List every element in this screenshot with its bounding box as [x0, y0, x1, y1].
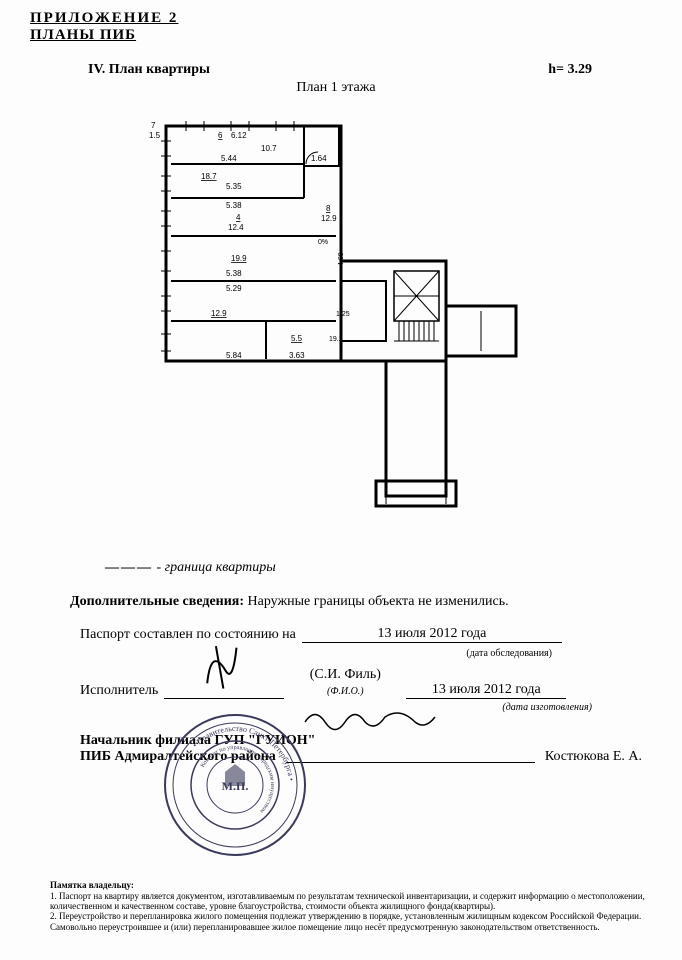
room-4-side: 8	[326, 204, 331, 213]
signature-executor	[190, 635, 259, 703]
room-1-w: 3.63	[289, 351, 305, 360]
legend-text: - граница квартиры	[157, 560, 276, 575]
room-5-iw: 5.38	[226, 201, 242, 210]
compiled-label: Паспорт составлен по состоянию на	[80, 627, 296, 643]
footnotes: Памятка владельцу: 1. Паспорт на квартир…	[50, 880, 652, 932]
room-6-note: 10.7	[261, 144, 277, 153]
footnote-2: 2. Переустройство и перепланировка жилог…	[50, 911, 652, 932]
made-sub: (дата изготовления)	[502, 702, 592, 713]
room-2-note: 12.9	[211, 309, 227, 318]
room-4-w: 12.4	[228, 223, 244, 232]
room-4-n: 4	[236, 213, 241, 222]
room-3-w: 5.38	[226, 269, 242, 278]
room-1-note: 5.5	[291, 334, 303, 343]
signature-director	[300, 702, 450, 737]
director-name: Костюкова Е. А.	[545, 749, 642, 765]
room-6-w: 6.12	[231, 131, 247, 140]
compiled-date: 13 июля 2012 года	[377, 626, 486, 641]
ceiling-height: h= 3.29	[548, 62, 592, 78]
footnote-1: 1. Паспорт на квартиру является документ…	[50, 891, 652, 912]
executor-name: (С.И. Филь)	[310, 667, 381, 682]
room-3-note: 19.9	[231, 254, 247, 263]
executor-sub: (Ф.И.О.)	[327, 686, 364, 697]
additional-text: Наружные границы объекта не изменились.	[248, 594, 509, 609]
dim-outside-n: 7	[151, 121, 156, 130]
room-6-iw: 5.44	[221, 154, 237, 163]
floorplan-container: 7 1.5 6 6.12 10.7 5.44 1.64 18.7 5.35 5.…	[30, 116, 642, 520]
room-5-note: 18.7	[201, 172, 217, 181]
floor-subtitle: План 1 этажа	[30, 80, 642, 96]
appendix-number: ПРИЛОЖЕНИЕ 2	[30, 10, 642, 27]
compiled-sub: (дата обследования)	[466, 648, 552, 659]
legend-dash: ———	[105, 560, 153, 575]
executor-label: Исполнитель	[80, 683, 158, 699]
additional-info: Дополнительные сведения: Наружные границ…	[70, 594, 642, 610]
room-3-rside: 4.68	[338, 252, 345, 266]
room-6-n: 6	[218, 131, 223, 140]
room-1-d2: 19.2	[329, 336, 343, 343]
plans-pib: ПЛАНЫ ПИБ	[30, 27, 642, 44]
room-4-sidev: 12.9	[321, 214, 337, 223]
room-6-ex: 1.64	[311, 154, 327, 163]
official-stamp: • Правительство Санкт-Петербурга • Комит…	[160, 710, 310, 864]
legend: ——— - граница квартиры	[105, 560, 642, 576]
corridor-pct: 0%	[318, 239, 328, 246]
section-title: IV. План квартиры	[88, 62, 210, 78]
room-2-door: 1.25	[336, 311, 350, 318]
room-2-w: 5.84	[226, 351, 242, 360]
additional-label: Дополнительные сведения:	[70, 594, 244, 609]
footnotes-title: Памятка владельцу:	[50, 880, 652, 890]
room-5-w: 5.35	[226, 182, 242, 191]
room-3-iw: 5.29	[226, 284, 242, 293]
dim-outside-v: 1.5	[149, 131, 161, 140]
floorplan-svg: 7 1.5 6 6.12 10.7 5.44 1.64 18.7 5.35 5.…	[146, 116, 526, 516]
made-date: 13 июля 2012 года	[432, 682, 541, 697]
